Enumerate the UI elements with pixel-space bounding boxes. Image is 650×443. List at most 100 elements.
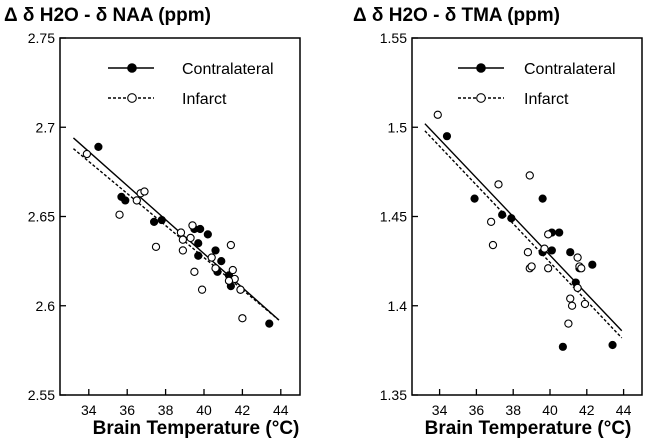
data-point-infarct bbox=[523, 248, 533, 257]
x-axis-label: Brain Temperature (°C) bbox=[93, 418, 300, 439]
fit-line-contralateral bbox=[424, 123, 623, 332]
data-point-contralateral bbox=[555, 228, 564, 237]
y-tick-label: 1.45 bbox=[380, 209, 407, 225]
data-point-infarct bbox=[132, 196, 141, 205]
y-tick-label: 1.5 bbox=[388, 119, 408, 135]
x-tick-label: 38 bbox=[505, 402, 521, 418]
legend: Contralateral Infarct bbox=[458, 61, 616, 108]
data-point-contralateral bbox=[194, 239, 203, 248]
fit-line-infarct bbox=[72, 148, 280, 321]
data-point-infarct bbox=[151, 242, 161, 251]
y-tick-label: 1.35 bbox=[380, 387, 407, 403]
data-points bbox=[82, 142, 274, 328]
chart-title: Δ δ H2O - δ TMA (ppm) bbox=[353, 5, 560, 26]
y-tick-label: 2.55 bbox=[28, 387, 55, 403]
data-point-infarct bbox=[494, 180, 503, 189]
legend-label-infarct: Infarct bbox=[182, 91, 227, 108]
fit-line-contralateral bbox=[72, 137, 280, 321]
y-tick-label: 2.75 bbox=[28, 30, 55, 46]
data-point-contralateral bbox=[566, 248, 575, 257]
data-point-infarct bbox=[178, 246, 188, 255]
regression-lines bbox=[424, 123, 623, 339]
legend-label-contralateral: Contralateral bbox=[524, 61, 616, 78]
data-point-infarct bbox=[433, 110, 442, 119]
data-point-contralateral bbox=[558, 342, 567, 351]
legend-marker-contralateral bbox=[476, 63, 486, 73]
data-point-infarct bbox=[577, 264, 586, 273]
plot-frame bbox=[59, 37, 301, 396]
data-point-contralateral bbox=[211, 246, 220, 255]
data-point-infarct bbox=[82, 149, 92, 159]
axis-ticks: 2.55 2.6 2.65 2.7 2.75 34 36 38 40 42 44 bbox=[28, 30, 289, 418]
data-point-contralateral bbox=[217, 257, 226, 266]
legend-label-contralateral: Contralateral bbox=[182, 61, 274, 78]
data-point-infarct bbox=[211, 264, 220, 273]
data-point-contralateral bbox=[149, 217, 159, 226]
data-point-contralateral bbox=[608, 340, 617, 350]
data-point-contralateral bbox=[498, 210, 507, 219]
data-point-infarct bbox=[236, 285, 245, 294]
x-tick-label: 44 bbox=[273, 402, 289, 418]
data-point-contralateral bbox=[470, 194, 479, 203]
data-point-infarct bbox=[527, 262, 536, 271]
x-tick-label: 40 bbox=[542, 402, 558, 418]
data-point-contralateral bbox=[507, 214, 516, 223]
y-tick-label: 2.6 bbox=[36, 298, 56, 314]
data-point-infarct bbox=[238, 314, 247, 323]
legend-marker-infarct bbox=[127, 93, 137, 103]
data-point-contralateral bbox=[538, 194, 547, 203]
data-point-infarct bbox=[140, 187, 149, 196]
data-point-infarct bbox=[190, 267, 199, 276]
legend-label-infarct: Infarct bbox=[524, 91, 569, 108]
data-point-infarct bbox=[178, 235, 188, 244]
data-point-infarct bbox=[567, 301, 577, 310]
data-point-infarct bbox=[186, 233, 195, 243]
data-point-infarct bbox=[580, 299, 590, 309]
y-tick-label: 1.4 bbox=[388, 298, 408, 314]
data-point-contralateral bbox=[157, 215, 166, 225]
x-tick-label: 36 bbox=[469, 402, 485, 418]
data-point-contralateral bbox=[588, 260, 597, 269]
fit-line-infarct bbox=[424, 130, 623, 339]
legend-marker-infarct bbox=[476, 93, 486, 103]
data-point-contralateral bbox=[194, 251, 203, 260]
chart-panel-tma: Δ δ H2O - δ TMA (ppm) 1.35 1.4 1.45 1.5 1.55… bbox=[353, 5, 643, 439]
x-tick-label: 40 bbox=[196, 402, 212, 418]
x-tick-label: 38 bbox=[158, 402, 174, 418]
data-point-infarct bbox=[573, 253, 582, 262]
data-point-infarct bbox=[564, 319, 573, 328]
x-tick-label: 44 bbox=[616, 402, 632, 418]
regression-lines bbox=[72, 137, 280, 321]
data-point-infarct bbox=[207, 253, 216, 262]
x-tick-label: 34 bbox=[81, 402, 97, 418]
data-point-contralateral bbox=[196, 224, 205, 234]
data-point-contralateral bbox=[203, 230, 212, 239]
data-point-contralateral bbox=[121, 196, 130, 205]
data-point-infarct bbox=[544, 264, 553, 273]
data-point-contralateral bbox=[547, 246, 556, 255]
data-point-contralateral bbox=[265, 319, 274, 328]
data-point-contralateral bbox=[94, 142, 103, 151]
y-tick-label: 2.65 bbox=[28, 209, 55, 225]
axis-ticks: 1.35 1.4 1.45 1.5 1.55 34 36 38 40 42 44 bbox=[380, 30, 632, 418]
chart-panel-naa: Δ δ H2O - δ NAA (ppm) 2.55 2.6 2.65 2.7 2.75… bbox=[4, 5, 301, 439]
data-point-infarct bbox=[544, 230, 553, 239]
data-point-infarct bbox=[188, 221, 197, 230]
data-point-infarct bbox=[224, 276, 234, 285]
data-point-infarct bbox=[115, 210, 124, 219]
data-point-contralateral bbox=[442, 132, 452, 141]
data-point-infarct bbox=[566, 294, 575, 303]
chart-title: Δ δ H2O - δ NAA (ppm) bbox=[4, 5, 211, 26]
x-tick-label: 42 bbox=[579, 402, 595, 418]
data-point-infarct bbox=[573, 283, 582, 293]
x-tick-label: 34 bbox=[432, 402, 448, 418]
data-point-infarct bbox=[226, 240, 236, 250]
data-point-infarct bbox=[228, 265, 237, 275]
data-point-infarct bbox=[197, 285, 207, 294]
data-point-infarct bbox=[488, 240, 498, 250]
x-tick-label: 36 bbox=[119, 402, 135, 418]
data-points bbox=[433, 110, 617, 351]
legend: Contralateral Infarct bbox=[108, 61, 274, 108]
data-point-infarct bbox=[540, 244, 549, 253]
